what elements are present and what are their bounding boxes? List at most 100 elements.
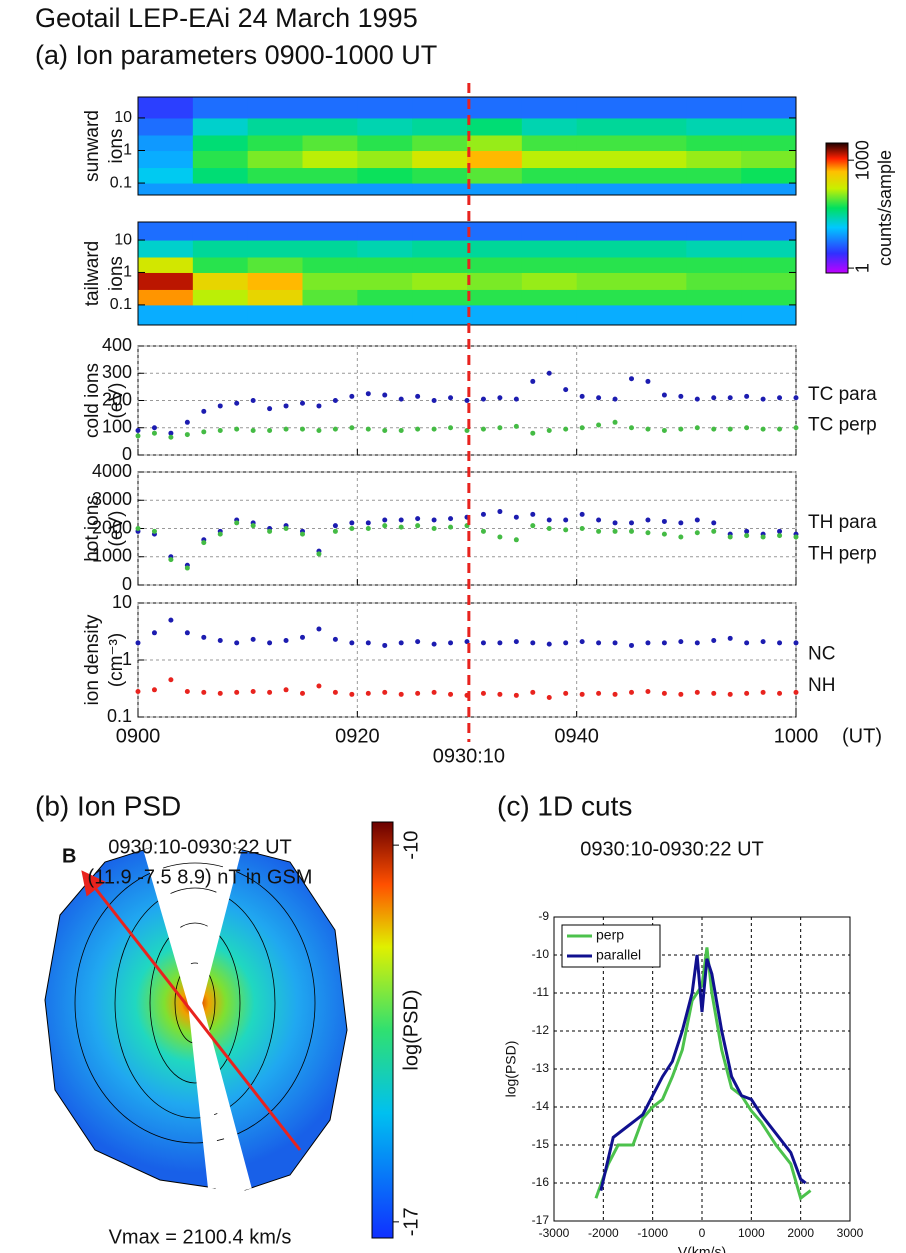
heatmap-cell <box>247 289 303 306</box>
heatmap-cell <box>631 150 687 169</box>
heatmap-cell <box>302 134 358 152</box>
heatmap-cell <box>686 289 742 306</box>
heatmap-cell <box>302 240 358 258</box>
data-point <box>513 423 519 429</box>
x-tick-label: -1000 <box>637 1226 668 1240</box>
heatmap-cell <box>576 183 632 196</box>
data-point <box>727 534 733 540</box>
heatmap-cell <box>467 289 523 306</box>
data-point <box>464 398 470 403</box>
data-point <box>415 639 421 645</box>
y-tick-label: 10 <box>114 109 132 126</box>
data-point <box>448 516 454 522</box>
data-point <box>398 427 404 433</box>
data-point <box>579 425 585 431</box>
data-point <box>415 426 421 432</box>
heatmap-cell <box>138 183 194 196</box>
data-point <box>349 393 355 399</box>
y-tick-label: 200 <box>102 389 132 409</box>
data-point <box>135 427 141 433</box>
data-point <box>661 427 667 433</box>
y-tick-label: 10 <box>112 592 132 612</box>
heatmap-cell <box>521 272 578 290</box>
panel-title: (b) Ion PSD <box>35 790 181 821</box>
data-point <box>629 642 634 648</box>
heatmap-cell <box>357 289 413 306</box>
data-point <box>546 427 552 433</box>
heatmap-cell <box>521 167 578 184</box>
data-point <box>365 690 371 696</box>
y-tick-label: 10 <box>114 231 132 248</box>
heatmap-cell <box>631 272 687 290</box>
data-point <box>201 634 207 640</box>
data-point <box>365 520 371 526</box>
data-point <box>415 523 421 529</box>
heatmap-cell <box>521 304 578 326</box>
heatmap-cell <box>357 304 413 326</box>
data-point <box>793 640 799 646</box>
data-point <box>530 689 536 695</box>
data-point <box>316 551 322 557</box>
data-point <box>250 636 256 642</box>
heatmap-cell <box>247 167 303 184</box>
data-point <box>316 403 322 409</box>
data-point <box>694 517 700 523</box>
heatmap-cell <box>412 304 468 326</box>
heatmap-cell <box>686 97 742 119</box>
data-point <box>201 408 207 414</box>
y-tick-label: 1 <box>122 649 132 669</box>
y-tick-label: -12 <box>532 1023 550 1037</box>
heatmap-cell <box>741 97 797 119</box>
heatmap-cell <box>467 97 523 119</box>
heatmap-cell <box>302 304 358 326</box>
heatmap-cell <box>357 272 413 290</box>
data-point <box>250 523 256 529</box>
x-tick-label: -2000 <box>588 1226 619 1240</box>
data-point <box>579 393 585 399</box>
data-point <box>777 528 783 534</box>
data-point <box>448 425 454 431</box>
data-point <box>629 689 634 695</box>
data-point <box>777 533 783 539</box>
data-point <box>661 392 667 398</box>
data-point <box>283 687 289 693</box>
data-point <box>234 520 240 526</box>
heatmap-cell <box>576 167 632 184</box>
colorbar-label: counts/sample <box>875 150 895 266</box>
data-point <box>415 516 421 522</box>
heatmap-cell <box>467 256 523 273</box>
heatmap-cell <box>302 183 358 196</box>
data-point <box>612 691 618 697</box>
data-point <box>678 520 684 526</box>
data-point <box>365 526 371 531</box>
data-point <box>744 690 750 696</box>
x-tick-label: 3000 <box>837 1226 864 1240</box>
y-tick-label: -16 <box>532 1175 550 1189</box>
data-point <box>727 426 733 432</box>
x-tick-label: 1000 <box>738 1226 765 1240</box>
heatmap-cell <box>686 240 742 258</box>
data-point <box>497 395 503 401</box>
data-point <box>711 637 717 643</box>
heatmap-cell <box>192 240 249 258</box>
heatmap-cell <box>521 134 578 152</box>
data-point <box>431 517 437 523</box>
data-point <box>300 400 305 406</box>
heatmap-cell <box>302 272 358 290</box>
x-tick-label: 2000 <box>787 1226 814 1240</box>
heatmap-cell <box>576 256 632 273</box>
data-point <box>480 690 486 696</box>
series-line <box>594 947 812 1201</box>
data-point <box>727 395 733 401</box>
heatmap-cell <box>576 240 632 258</box>
data-point <box>267 689 273 695</box>
data-point <box>711 528 717 534</box>
panel-subtitle: (11.9 -7.5 8.9) nT in GSM <box>88 866 313 888</box>
data-point <box>744 533 750 539</box>
heatmap-cell <box>631 240 687 258</box>
data-point <box>316 626 322 632</box>
data-point <box>793 425 799 431</box>
colorbar <box>825 142 849 274</box>
y-axis-label: ions <box>106 256 127 291</box>
data-point <box>678 426 684 432</box>
